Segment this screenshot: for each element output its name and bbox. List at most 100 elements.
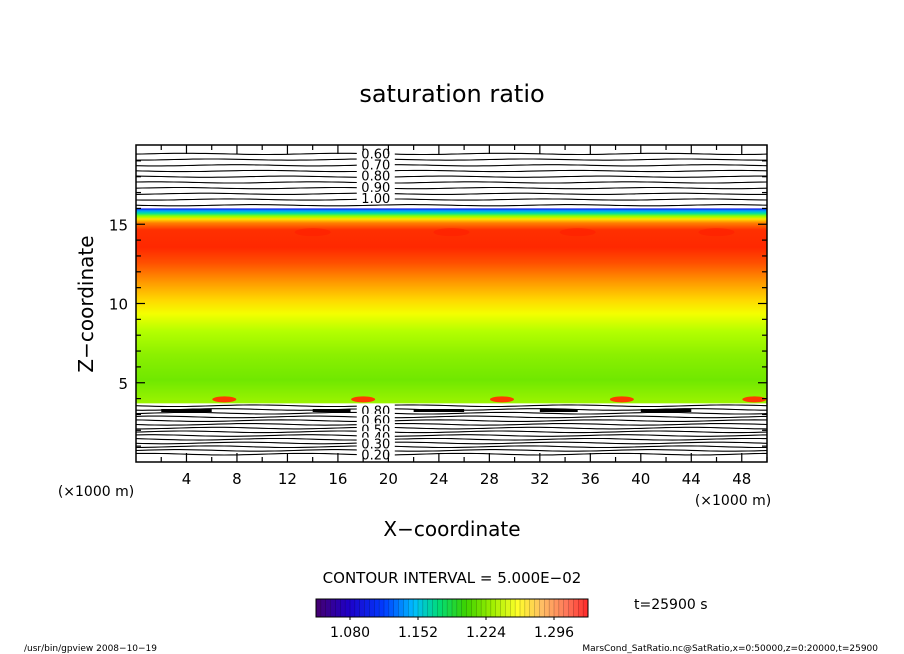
colorbar-cell [515,599,521,617]
upper-contour-line [135,186,768,190]
lower-contour-line [135,430,768,434]
lower-contour-line [135,415,768,419]
colorbar-cell [369,599,375,617]
colorbar-cell [330,599,336,617]
colorbar-cell [359,599,365,617]
field-highlights [212,228,767,403]
chart-title: saturation ratio [359,80,544,108]
upper-contour-line [135,175,767,178]
x-tick-label: 4 [182,470,192,488]
x-tick-label: 8 [232,470,242,488]
highlight-0 [212,396,237,403]
lower-contour-line [135,419,767,422]
colorbar-cell [364,599,370,617]
x-tick-label: 48 [732,470,751,488]
lower-contour-line [136,426,768,430]
colorbar-cell [544,599,550,617]
lower-contour-line [135,437,768,441]
contour-label-bg [356,404,395,417]
lower-contour-line [135,441,768,445]
upper-contour-line [135,204,768,207]
upper-contour-lines [135,152,768,207]
lower-contour-line [135,404,768,408]
x-unit-left: (×1000 m) [58,484,134,500]
colorbar-cell [388,599,395,617]
x-tick-label: 36 [581,470,600,488]
colorbar-cell [578,599,584,617]
upper-contour-line [135,192,767,195]
top-highlight-2 [559,228,596,237]
colorbar-cell [500,599,506,617]
colorbar-cell [379,599,385,617]
lower-contour-line [136,452,768,456]
colorbar-cell [350,599,356,617]
colorbar-cell [413,599,419,617]
filled-field [136,208,767,404]
colorbar-cell [403,599,409,617]
colorbar-cell [374,599,380,617]
contour-labels: 0.600.700.800.901.000.800.600.500.400.30… [356,147,395,464]
colorbar-cell [563,599,569,617]
colorbar-label: 1.296 [534,625,574,641]
colorbar [315,598,589,618]
upper-contour-line [135,181,768,184]
colorbar-cell [393,599,399,617]
top-highlight-0 [294,228,331,237]
upper-contour-line [135,169,768,173]
colorbar-cell [529,599,535,617]
colorbar-cell [384,599,390,617]
colorbar-cell [490,599,497,617]
colorbar-cell [437,599,443,617]
contour-label: 1.00 [361,192,390,207]
colorbar-cell [418,599,424,617]
footer-right: MarsCond_SatRatio.nc@SatRatio,x=0:50000,… [582,644,878,654]
colorbar-cell [320,599,327,617]
colorbar-cell [558,599,565,617]
colorbar-cell [340,599,346,617]
x-tick-label: 24 [429,470,448,488]
highlight-3 [609,396,634,403]
colorbar-frame [315,598,589,618]
colorbar-cell [568,599,574,617]
contour-label-bg [356,158,395,171]
x-tick-label: 44 [682,470,701,488]
colorbar-cell [520,599,526,617]
plot-area: 0.600.700.800.901.000.800.600.500.400.30… [109,144,768,488]
contour-label: 0.20 [361,449,390,464]
colorbar-cell [461,599,467,617]
colorbar-cell [316,599,322,617]
x-axis-label: X−coordinate [383,517,520,541]
lower-contour-lines [135,404,768,456]
y-tick-label: 15 [109,216,128,234]
colorbar-label: 1.224 [466,625,506,641]
highlight-2 [489,396,514,403]
contour-label-bg [356,191,395,204]
colorbar-labels: 1.080 1.152 1.224 1.296 [330,617,574,641]
colorbar-cell [583,599,589,617]
lower-contour-line [135,434,768,437]
lower-contour-line [135,449,768,452]
top-highlight-3 [698,228,735,237]
colorbar-cell [481,599,487,617]
colorbar-cell [510,599,516,617]
upper-contour-line [135,198,768,201]
x-axis-ticks: 4 8 12 16 20 24 28 32 36 40 44 48 [160,145,768,488]
top-highlight-1 [433,228,470,237]
colorbar-cell [325,599,331,617]
lower-contour-line [135,445,767,449]
highlight-4 [742,396,767,403]
colorbar-cell [524,599,531,617]
footer-left: /usr/bin/gpview 2008−10−19 [24,644,157,654]
contour-label-bg [356,413,395,426]
colorbar-cell [549,599,555,617]
colorbar-cell [466,599,472,617]
colorbar-cell [486,599,492,617]
highlight-1 [351,396,376,403]
colorbar-cell [427,599,433,617]
colorbar-cell [345,599,351,617]
x-unit-right: (×1000 m) [695,493,771,509]
y-axis-label: Z−coordinate [74,235,98,372]
x-tick-label: 12 [278,470,297,488]
upper-contour-line [135,164,768,167]
